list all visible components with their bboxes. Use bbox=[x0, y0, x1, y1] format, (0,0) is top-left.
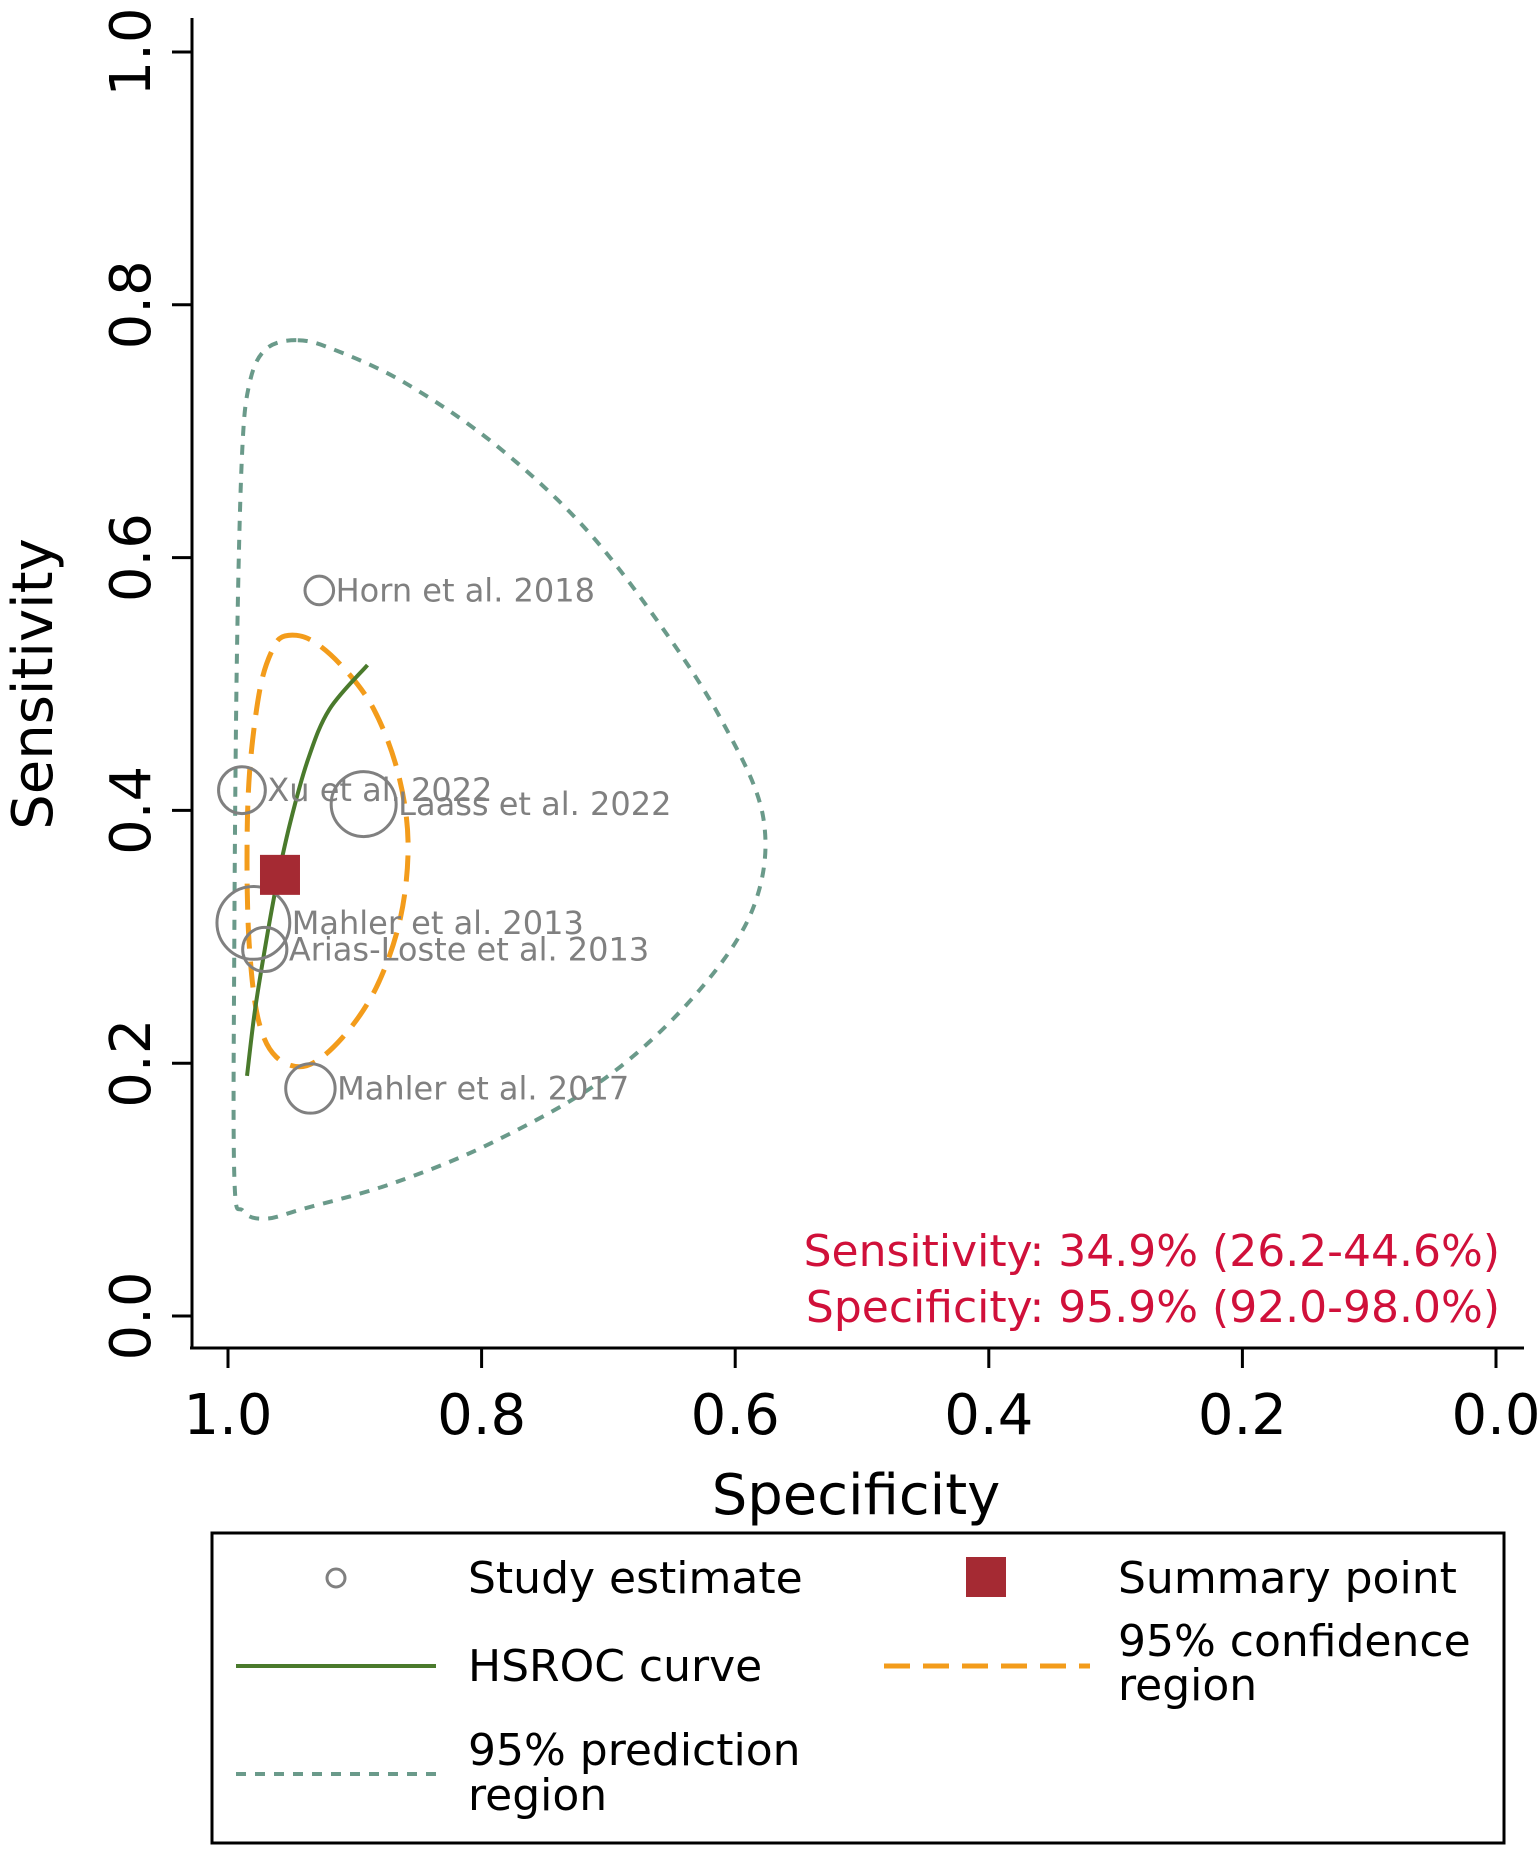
y-tick-label: 1.0 bbox=[99, 7, 164, 96]
y-tick-label: 0.4 bbox=[99, 766, 164, 855]
sensitivity-annotation: Sensitivity: 34.9% (26.2-44.6%) bbox=[804, 1226, 1500, 1277]
legend-confidence-label-1: 95% confidence bbox=[1118, 1616, 1471, 1667]
study-point bbox=[241, 925, 289, 974]
summary-point-marker bbox=[259, 854, 300, 895]
legend-hsroc-label: HSROC curve bbox=[468, 1641, 762, 1692]
specificity-annotation: Specificity: 95.9% (92.0-98.0%) bbox=[806, 1282, 1500, 1333]
legend-summary-label: Summary point bbox=[1118, 1553, 1457, 1604]
x-tick-label: 0.8 bbox=[437, 1383, 526, 1448]
study-point bbox=[284, 1062, 337, 1115]
study-label: Mahler et al. 2017 bbox=[337, 1069, 629, 1107]
prediction-region-outline bbox=[231, 338, 768, 1221]
x-axis-ticks: 1.0 0.8 0.6 0.4 0.2 0.0 bbox=[183, 1348, 1538, 1448]
study-label: Arias-Loste et al. 2013 bbox=[289, 930, 649, 968]
y-tick-label: 0.2 bbox=[99, 1019, 164, 1108]
legend-confidence-label-2: region bbox=[1118, 1660, 1257, 1711]
legend-prediction-label-2: region bbox=[468, 1770, 607, 1821]
x-tick-label: 1.0 bbox=[183, 1383, 272, 1448]
x-tick-label: 0.4 bbox=[944, 1383, 1033, 1448]
y-tick-label: 0.8 bbox=[99, 260, 164, 349]
study-point bbox=[303, 574, 336, 607]
study-point bbox=[329, 770, 398, 839]
study-label: Laass et al. 2022 bbox=[398, 785, 671, 823]
study-point bbox=[217, 765, 267, 816]
y-axis-ticks: 0.0 0.2 0.4 0.6 0.8 1.0 bbox=[99, 7, 192, 1361]
confidence-region-outline bbox=[244, 632, 411, 1070]
study-point bbox=[215, 884, 292, 961]
legend-study-marker bbox=[325, 1567, 347, 1589]
x-tick-label: 0.0 bbox=[1451, 1383, 1538, 1448]
study-label: Mahler et al. 2013 bbox=[292, 904, 584, 942]
legend-box bbox=[210, 1531, 1506, 1845]
legend: Study estimate Summary point HSROC curve… bbox=[210, 1531, 1506, 1845]
legend-prediction-label-1: 95% prediction bbox=[468, 1725, 801, 1776]
y-tick-label: 0.0 bbox=[99, 1271, 164, 1360]
y-tick-label: 0.6 bbox=[99, 513, 164, 602]
legend-summary-marker bbox=[966, 1557, 1006, 1597]
x-axis-title: Specificity bbox=[712, 1463, 1001, 1528]
x-tick-label: 0.6 bbox=[691, 1383, 780, 1448]
y-axis-title: Sensitivity bbox=[1, 538, 66, 830]
legend-study-label: Study estimate bbox=[468, 1553, 803, 1604]
study-label: Horn et al. 2018 bbox=[336, 571, 595, 609]
x-tick-label: 0.2 bbox=[1198, 1383, 1287, 1448]
